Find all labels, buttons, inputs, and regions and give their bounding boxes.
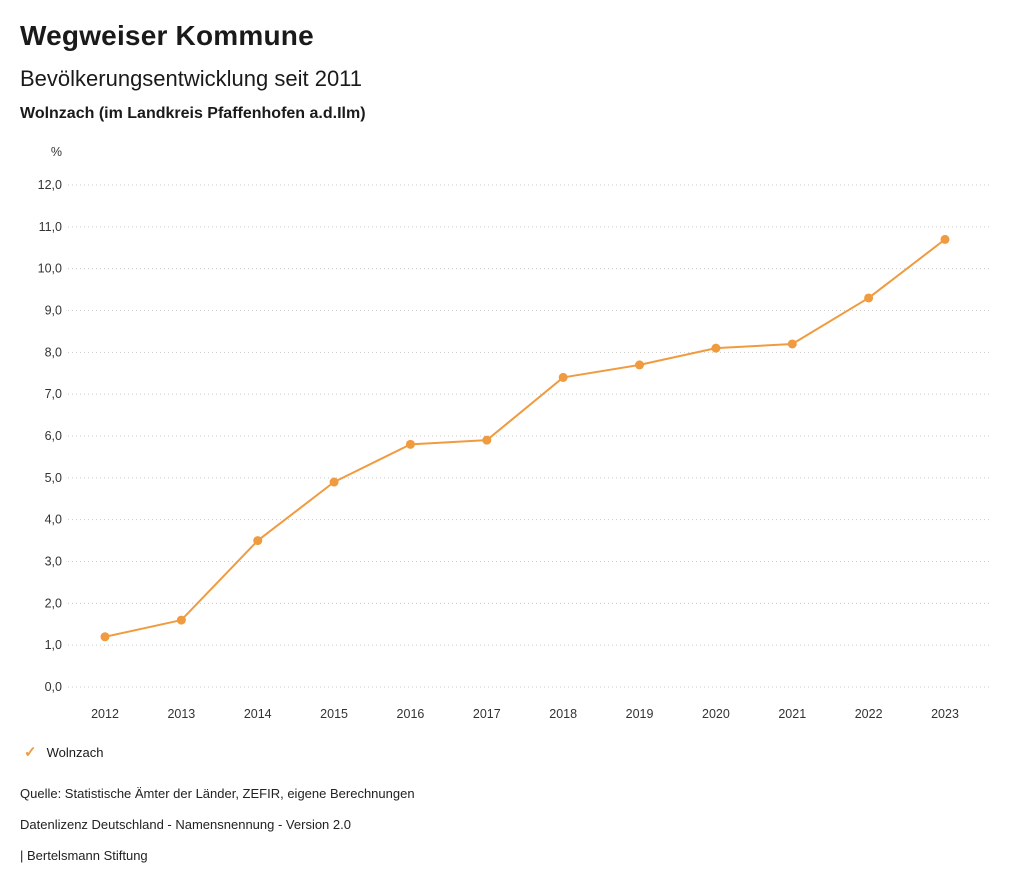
y-tick-label: 9,0 (45, 304, 62, 318)
legend-label: Wolnzach (46, 745, 104, 760)
y-tick-label: 2,0 (45, 596, 62, 610)
data-point[interactable] (864, 293, 874, 303)
line-chart-svg: % 0,0 1,0 2,0 3,0 4,0 5,0 6,0 7,0 8,0 9,0 10,0 11,0 1… (38, 145, 990, 721)
data-point[interactable] (787, 339, 797, 349)
legend-item-wolnzach[interactable]: ✓ Wolnzach (24, 745, 103, 760)
source-note: Quelle: Statistische Ämter der Länder, Z… (20, 786, 415, 801)
x-tick-label: 2012 (91, 707, 119, 721)
legend-check-icon: ✓ (24, 744, 37, 761)
data-point[interactable] (940, 234, 950, 244)
x-tick-label: 2023 (931, 707, 959, 721)
x-tick-label: 2022 (855, 707, 883, 721)
x-tick-label: 2014 (244, 707, 272, 721)
chart-subtitle: Bevölkerungsentwicklung seit 2011 (20, 66, 363, 91)
x-tick-label: 2016 (397, 707, 425, 721)
page-title: Wegweiser Kommune (20, 20, 314, 51)
y-tick-label: 8,0 (45, 345, 62, 359)
y-axis-unit-label: % (51, 145, 62, 159)
data-point[interactable] (482, 435, 492, 445)
y-tick-label: 6,0 (45, 429, 62, 443)
data-point[interactable] (405, 439, 415, 449)
x-tick-label: 2015 (320, 707, 348, 721)
data-point[interactable] (558, 372, 568, 382)
y-tick-label: 12,0 (38, 178, 62, 192)
y-tick-label: 1,0 (45, 638, 62, 652)
y-tick-label: 10,0 (38, 262, 62, 276)
data-point[interactable] (100, 632, 110, 642)
data-point[interactable] (711, 343, 721, 353)
region-title: Wolnzach (im Landkreis Pfaffenhofen a.d.… (20, 105, 366, 122)
x-tick-label: 2018 (549, 707, 577, 721)
data-point[interactable] (253, 536, 263, 546)
y-tick-label: 3,0 (45, 555, 62, 569)
data-point[interactable] (635, 360, 645, 370)
data-point[interactable] (329, 477, 339, 487)
series-line (104, 238, 946, 638)
y-tick-label: 4,0 (45, 513, 62, 527)
x-tick-label: 2021 (778, 707, 806, 721)
y-tick-label: 0,0 (45, 680, 62, 694)
x-tick-label: 2020 (702, 707, 730, 721)
x-tick-label: 2019 (626, 707, 654, 721)
license-note: Datenlizenz Deutschland - Namensnennung … (20, 817, 351, 832)
data-point[interactable] (176, 615, 186, 625)
x-tick-label: 2013 (167, 707, 195, 721)
x-tick-label: 2017 (473, 707, 501, 721)
attribution-note: | Bertelsmann Stiftung (20, 848, 148, 863)
y-tick-label: 5,0 (45, 471, 62, 485)
y-tick-label: 11,0 (39, 220, 62, 234)
y-tick-label: 7,0 (45, 387, 62, 401)
